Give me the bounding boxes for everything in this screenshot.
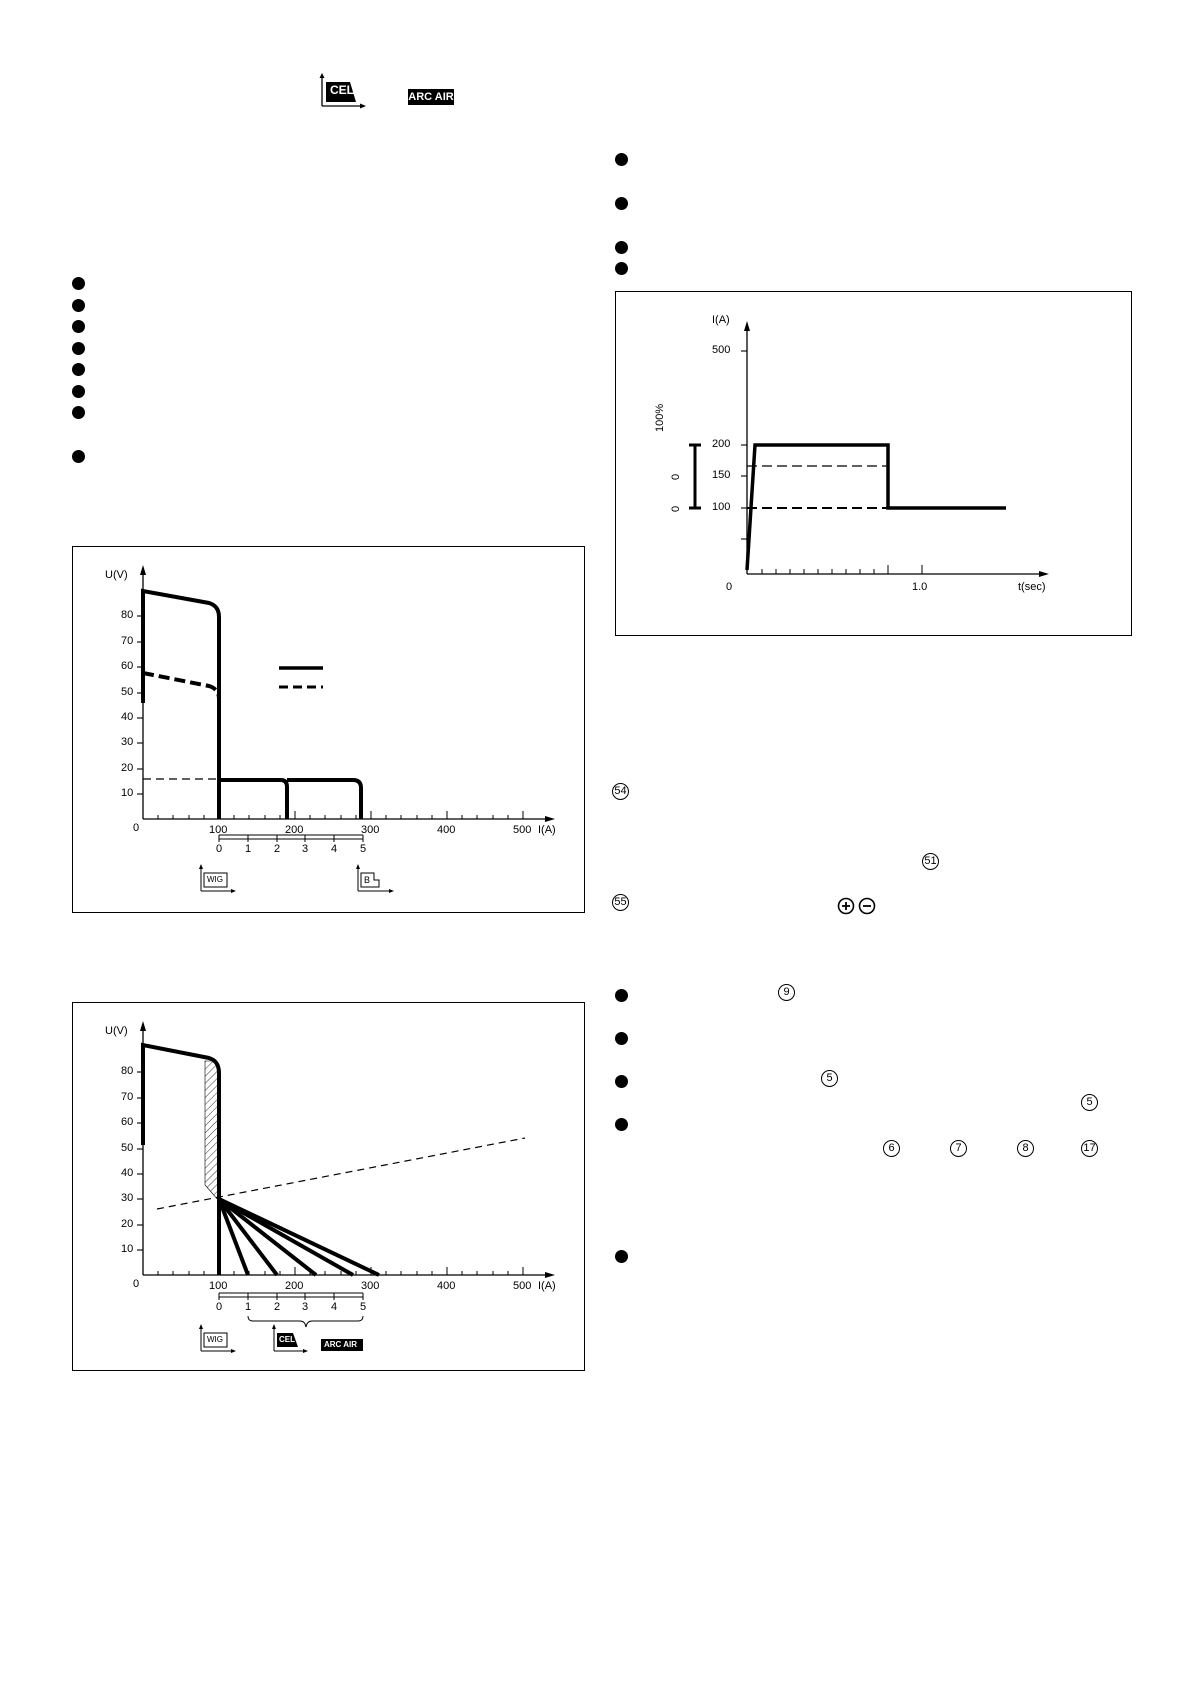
bullet	[615, 153, 628, 166]
marker-8: 8	[1017, 1140, 1034, 1157]
bullet	[615, 1032, 628, 1045]
x-axis-label: I(A)	[538, 824, 556, 836]
origin-label: 0	[133, 822, 140, 834]
bullet	[615, 197, 628, 210]
origin-label: 0	[726, 581, 733, 593]
y-tick-label: 20	[121, 762, 134, 774]
bullet	[72, 450, 85, 463]
y-tick-label: 10	[121, 787, 134, 799]
scale-label: 1	[245, 843, 252, 855]
scale-label: 3	[302, 1301, 309, 1313]
bullet	[72, 406, 85, 419]
arc-air-icon: ARC AIR	[408, 89, 454, 105]
wig-icon-label: WIG	[207, 1335, 223, 1344]
scale-label: 1	[245, 1301, 252, 1313]
scale-label: 4	[331, 843, 338, 855]
arc-air-icon-label: ARC AIR	[324, 1340, 358, 1349]
y-tick-label: 40	[121, 1167, 134, 1179]
y-tick-label: 50	[121, 1142, 134, 1154]
y-tick-label: 80	[121, 609, 134, 621]
y-tick-label: 20	[121, 1218, 134, 1230]
range-label-mid: 0	[670, 473, 682, 480]
figure-1-frame: U(V) I(A) 0 80 70 60 50 40 30 20 10 100 …	[72, 546, 585, 913]
y-tick-label: 60	[121, 1116, 134, 1128]
plus-minus-buttons-icon	[837, 896, 879, 916]
cel-icon-label: CEL	[279, 1335, 295, 1344]
x-tick-label: 200	[285, 1280, 304, 1292]
bullet	[615, 241, 628, 254]
range-label-bottom: 0	[670, 505, 682, 512]
x-tick-label: 300	[361, 1280, 380, 1292]
origin-label: 0	[133, 1278, 140, 1290]
y-tick-label: 30	[121, 1192, 134, 1204]
x-tick-label: 200	[285, 824, 304, 836]
bullet	[72, 363, 85, 376]
marker-5: 5	[821, 1070, 838, 1087]
scale-label: 5	[360, 843, 367, 855]
x-tick-label: 1.0	[912, 581, 928, 593]
range-label-top: 100%	[654, 403, 666, 432]
y-tick-label: 70	[121, 635, 134, 647]
x-tick-label: 100	[209, 1280, 228, 1292]
scale-label: 4	[331, 1301, 338, 1313]
bullet	[72, 385, 85, 398]
figure-3-frame: I(A) t(sec) 0 500 200 150 100 1.0 100% 0…	[615, 291, 1132, 636]
x-axis-label: t(sec)	[1018, 581, 1046, 593]
y-tick-label: 60	[121, 660, 134, 672]
x-tick-label: 500	[513, 824, 532, 836]
y-axis-label: U(V)	[105, 1025, 128, 1037]
y-tick-label: 70	[121, 1091, 134, 1103]
y-tick-label: 500	[712, 344, 731, 356]
marker-17: 17	[1081, 1140, 1098, 1157]
y-tick-label: 200	[712, 438, 731, 450]
bullet	[72, 299, 85, 312]
bullet	[72, 342, 85, 355]
figure-2-frame: U(V) I(A) 0 80 70 60 50 40 30 20 10 100 …	[72, 1002, 585, 1371]
bullet	[615, 1075, 628, 1088]
marker-51: 51	[922, 853, 939, 870]
y-tick-label: 30	[121, 736, 134, 748]
y-tick-label: 50	[121, 686, 134, 698]
scale-label: 2	[274, 843, 281, 855]
x-tick-label: 500	[513, 1280, 532, 1292]
scale-label: 2	[274, 1301, 281, 1313]
y-tick-label: 100	[712, 501, 731, 513]
y-tick-label: 80	[121, 1065, 134, 1077]
y-tick-label: 150	[712, 469, 731, 481]
scale-label: 0	[216, 1301, 223, 1313]
y-tick-label: 40	[121, 711, 134, 723]
scale-label: 0	[216, 843, 223, 855]
marker-54: 54	[612, 783, 629, 800]
wig-icon-label: WIG	[207, 875, 223, 884]
marker-7: 7	[950, 1140, 967, 1157]
x-tick-label: 300	[361, 824, 380, 836]
b-icon-label: B	[364, 875, 371, 885]
marker-6: 6	[883, 1140, 900, 1157]
scale-label: 3	[302, 843, 309, 855]
scale-label: 5	[360, 1301, 367, 1313]
y-tick-label: 10	[121, 1243, 134, 1255]
marker-9: 9	[778, 984, 795, 1001]
bullet	[72, 277, 85, 290]
bullet	[72, 320, 85, 333]
x-tick-label: 400	[437, 1280, 456, 1292]
bullet	[615, 1118, 628, 1131]
x-tick-label: 400	[437, 824, 456, 836]
bullet	[615, 989, 628, 1002]
marker-55: 55	[612, 894, 629, 911]
cel-icon-label: CEL	[330, 83, 354, 97]
marker-5: 5	[1081, 1094, 1098, 1111]
x-tick-label: 100	[209, 824, 228, 836]
y-axis-label: I(A)	[712, 314, 730, 326]
x-axis-label: I(A)	[538, 1280, 556, 1292]
y-axis-label: U(V)	[105, 569, 128, 581]
bullet	[615, 1250, 628, 1263]
cel-process-icon: CEL	[318, 72, 368, 110]
bullet	[615, 262, 628, 275]
